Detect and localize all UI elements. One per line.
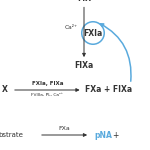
Text: X: X bbox=[2, 85, 7, 94]
Text: FVIIIa, PL, Ca²⁺: FVIIIa, PL, Ca²⁺ bbox=[31, 93, 63, 97]
Text: FXIa, FIXa: FXIa, FIXa bbox=[32, 81, 63, 86]
Text: pNA: pNA bbox=[94, 130, 112, 140]
Text: FXa: FXa bbox=[59, 126, 70, 131]
Text: bstrate: bstrate bbox=[0, 132, 23, 138]
Text: FIXa: FIXa bbox=[74, 61, 94, 70]
Text: +: + bbox=[112, 130, 119, 140]
Text: FXa + FIXa: FXa + FIXa bbox=[85, 85, 133, 94]
Text: FXIa: FXIa bbox=[83, 28, 103, 38]
Text: Ca²⁺: Ca²⁺ bbox=[65, 24, 78, 30]
Text: FIX: FIX bbox=[77, 0, 91, 3]
